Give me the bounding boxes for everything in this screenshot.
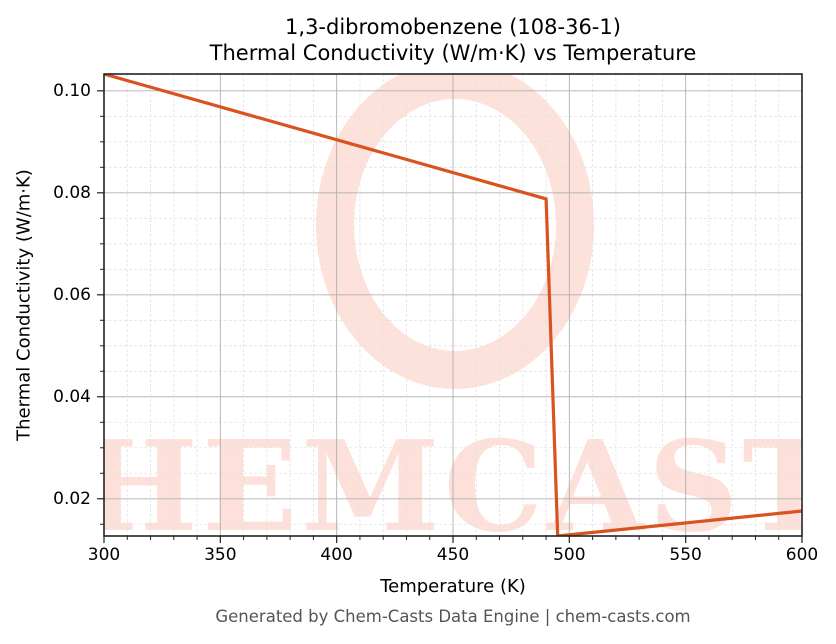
x-tick-label: 500	[553, 545, 586, 565]
y-tick-label: 0.02	[53, 488, 91, 509]
x-axis-label: Temperature (K)	[380, 576, 526, 597]
x-tick-label: 550	[669, 545, 702, 565]
axis-ticks	[97, 90, 803, 543]
watermark-logo-icon	[316, 74, 594, 389]
x-tick-label: 400	[320, 545, 353, 565]
y-axis-label: Thermal Conductivity (W/m·K)	[13, 169, 35, 441]
y-tick-label: 0.10	[53, 80, 91, 101]
x-tick-label: 600	[785, 545, 819, 565]
x-tick-label: 450	[436, 545, 470, 565]
y-tick-label: 0.08	[53, 182, 91, 203]
watermark-text: CHEMCASTS	[0, 414, 836, 560]
chart-title-line2: Thermal Conductivity (W/m·K) vs Temperat…	[209, 41, 697, 65]
chart-title-line1: 1,3-dibromobenzene (108-36-1)	[285, 15, 621, 39]
y-tick-label: 0.04	[53, 386, 91, 407]
x-tick-label: 350	[204, 545, 237, 565]
x-tick-label: 300	[87, 545, 121, 565]
thermal-conductivity-line	[104, 74, 802, 536]
y-tick-label: 0.06	[53, 284, 91, 305]
footer-credit: Generated by Chem-Casts Data Engine | ch…	[215, 607, 691, 626]
